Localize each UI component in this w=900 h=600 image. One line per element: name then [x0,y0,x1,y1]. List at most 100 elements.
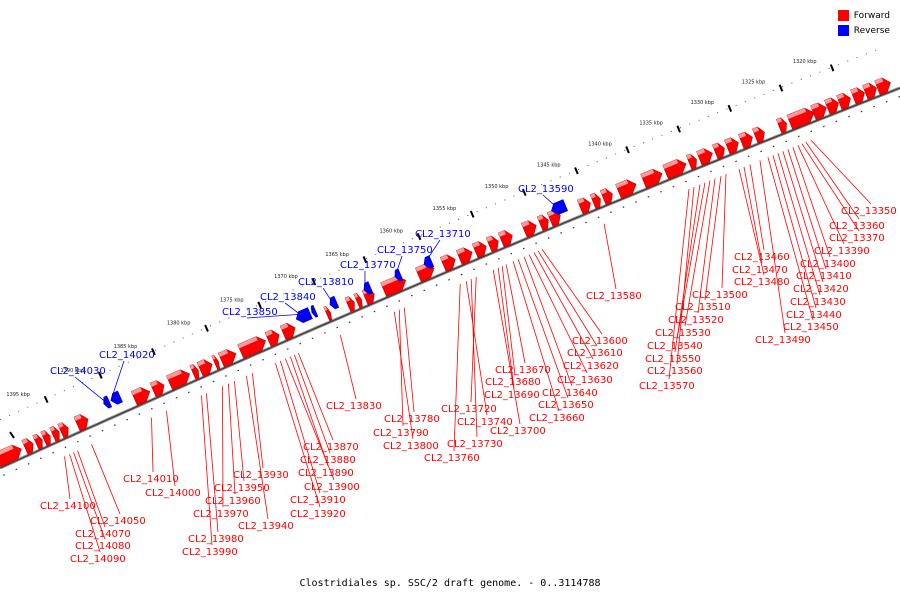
genome-backbone-core [0,87,900,469]
leader-cl2-13870 [297,352,334,441]
forward-gene-highlight [498,230,506,237]
scale-tick-1390-kbp [97,371,103,379]
leader-cl2-13830 [339,334,357,400]
forward-gene-highlight [712,142,719,149]
leader-cl2-13950 [234,380,245,482]
forward-gene-highlight [776,117,782,124]
gene-label-cl2-13710: CL2_13710 [415,229,471,240]
leader-cl2-14100 [64,456,71,500]
scale-label-1380-kbp: 1380 kbp [167,321,191,327]
forward-gene-arrow [455,247,473,265]
forward-gene-highlight [662,159,679,169]
forward-gene-highlight [824,97,833,105]
reverse-gene-body [423,255,435,269]
forward-gene-highlight [850,87,859,94]
scale-tick-1380-kbp [204,324,209,332]
reverse-gene-arrow [363,281,374,295]
gene-label-cl2-14070: CL2_14070 [75,529,131,540]
gene-label-cl2-13530: CL2_13530 [655,328,711,339]
leader-cl2-13850 [246,313,303,319]
leader-cl2-13440 [772,155,817,309]
gene-label-cl2-13920: CL2_13920 [290,509,346,520]
forward-gene-arrow [589,192,601,210]
gene-label-cl2-13470: CL2_13470 [732,265,788,276]
gene-label-cl2-13440: CL2_13440 [786,310,842,321]
reverse-gene-arrow [110,390,123,405]
scale-tick-1345-kbp [574,167,579,175]
gene-label-cl2-13960: CL2_13960 [205,496,261,507]
forward-gene-highlight [590,193,596,199]
forward-gene-arrow [752,126,765,144]
forward-gene-arrow [353,292,363,309]
gene-label-cl2-14030: CL2_14030 [50,366,106,377]
legend-reverse: Reverse [837,23,890,38]
forward-gene-highlight [32,434,38,440]
gene-label-cl2-14000: CL2_14000 [145,488,201,499]
gene-label-cl2-13420: CL2_13420 [793,284,849,295]
leader-cl2-13370 [801,143,860,232]
leader-cl2-13780 [403,307,415,413]
scale-dots [0,46,885,421]
forward-gene-arrow [130,387,151,406]
forward-gene-highlight [862,82,871,90]
leader-cl2-13510 [704,176,722,301]
leader-cl2-13480 [738,168,765,276]
forward-gene-highlight [810,102,820,110]
forward-gene-arrow [662,159,687,180]
scale-label-1370-kbp: 1370 kbp [274,274,298,280]
gene-label-cl2-13760: CL2_13760 [424,453,480,464]
leader-cl2-13400 [792,147,831,258]
forward-gene-arrow [862,82,877,100]
forward-gene-arrow [724,137,739,155]
leader-cl2-13580 [603,223,617,290]
forward-gene-arrow [279,322,296,341]
forward-gene-highlight [537,214,544,221]
forward-gene-arrow [497,230,513,248]
gene-label-cl2-13650: CL2_13650 [538,400,594,411]
forward-gene-arrow [149,380,165,398]
scale-label-1345-kbp: 1345 kbp [537,162,561,168]
reverse-swatch [837,25,849,36]
forward-gene-arrow [576,197,591,215]
forward-gene-highlight [836,93,845,100]
forward-gene-arrow [237,336,266,359]
forward-gene-arrow [824,97,839,115]
leader-cl2-13430 [777,153,821,296]
scale-label-1320-kbp: 1320 kbp [793,59,817,65]
leader-cl2-13420 [782,151,824,283]
forward-gene-highlight [521,220,530,228]
gene-label-cl2-13620: CL2_13620 [563,361,619,372]
scale-label-1350-kbp: 1350 kbp [485,184,509,190]
forward-gene-highlight [73,414,82,421]
scale-label-1360-kbp: 1360 kbp [380,229,404,235]
gene-label-cl2-13750: CL2_13750 [377,245,433,256]
leader-cl2-13570 [668,188,690,380]
gene-label-cl2-13680: CL2_13680 [485,377,541,388]
gene-label-cl2-13370: CL2_13370 [829,233,885,244]
gene-label-cl2-13500: CL2_13500 [692,290,748,301]
leader-cl2-13550 [674,184,701,353]
leader-cl2-13970 [222,386,224,508]
gene-label-cl2-14090: CL2_14090 [70,554,126,565]
reverse-gene-arrow [551,199,568,215]
forward-gene-arrow [640,168,663,189]
forward-gene-highlight [577,197,585,204]
gene-arrows [0,77,891,467]
gene-label-cl2-13740: CL2_13740 [457,417,513,428]
forward-gene-highlight [344,296,351,302]
forward-gene-arrow [166,369,191,391]
forward-gene-highlight [280,323,289,330]
gene-label-cl2-13800: CL2_13800 [383,441,439,452]
leader-cl2-13990 [201,395,213,546]
gene-label-cl2-13990: CL2_13990 [182,547,238,558]
reverse-gene-body [310,304,319,318]
leader-cl2-14010 [151,417,154,473]
scale-label-1335-kbp: 1335 kbp [639,121,663,127]
forward-gene-arrow [380,275,407,297]
scale-tick-1335-kbp [676,125,681,133]
scale-tick-1365-kbp [362,256,368,264]
gene-label-cl2-13880: CL2_13880 [300,455,356,466]
